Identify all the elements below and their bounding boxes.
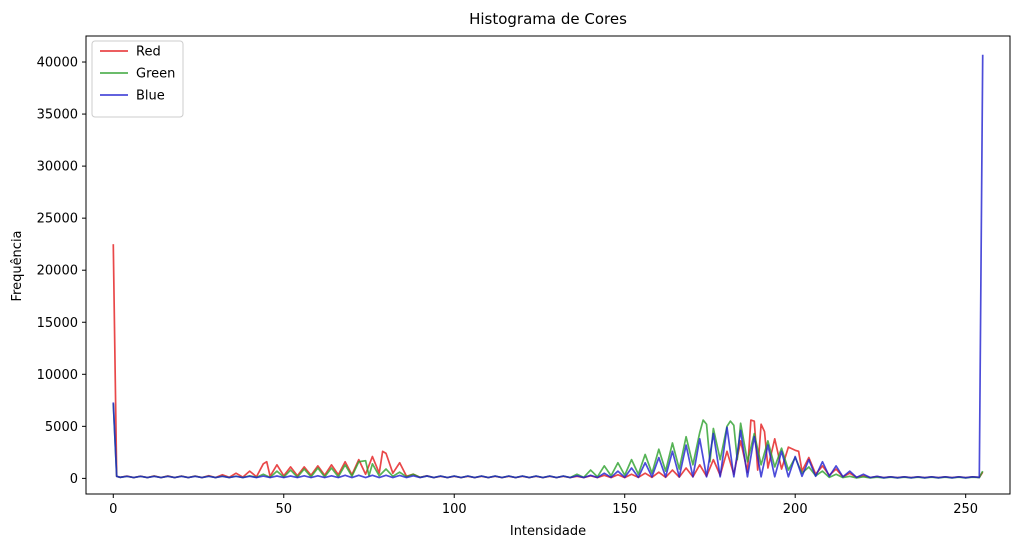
x-tick-label: 0: [109, 502, 117, 517]
y-tick-label: 40000: [37, 56, 78, 71]
x-tick-label: 250: [953, 502, 978, 517]
legend: Red Green Blue: [91, 40, 184, 118]
x-tick-label: 200: [783, 502, 808, 517]
series-line-red: [112, 244, 984, 479]
legend-label-red: Red: [136, 45, 161, 60]
chart-title: Histograma de Cores: [469, 10, 627, 28]
y-axis-title: Frequência: [10, 230, 25, 301]
x-tick-label: 100: [442, 502, 467, 517]
y-tick-label: 10000: [37, 368, 78, 383]
legend-label-blue: Blue: [136, 89, 165, 104]
x-tick-label: 150: [612, 502, 637, 517]
series-line-blue: [112, 54, 984, 479]
y-tick-label: 0: [70, 472, 78, 487]
legend-box: [91, 40, 184, 118]
series-line-green: [112, 403, 984, 479]
y-tick-label: 20000: [37, 264, 78, 279]
y-tick-label: 35000: [37, 108, 78, 123]
y-tick-label: 5000: [45, 420, 78, 435]
y-tick-label: 15000: [37, 316, 78, 331]
x-tick-label: 50: [275, 502, 292, 517]
plot-frame: [85, 35, 1011, 495]
y-tick-label: 25000: [37, 212, 78, 227]
y-tick-label: 30000: [37, 160, 78, 175]
legend-label-green: Green: [136, 67, 175, 82]
x-axis-title: Intensidade: [510, 524, 586, 539]
